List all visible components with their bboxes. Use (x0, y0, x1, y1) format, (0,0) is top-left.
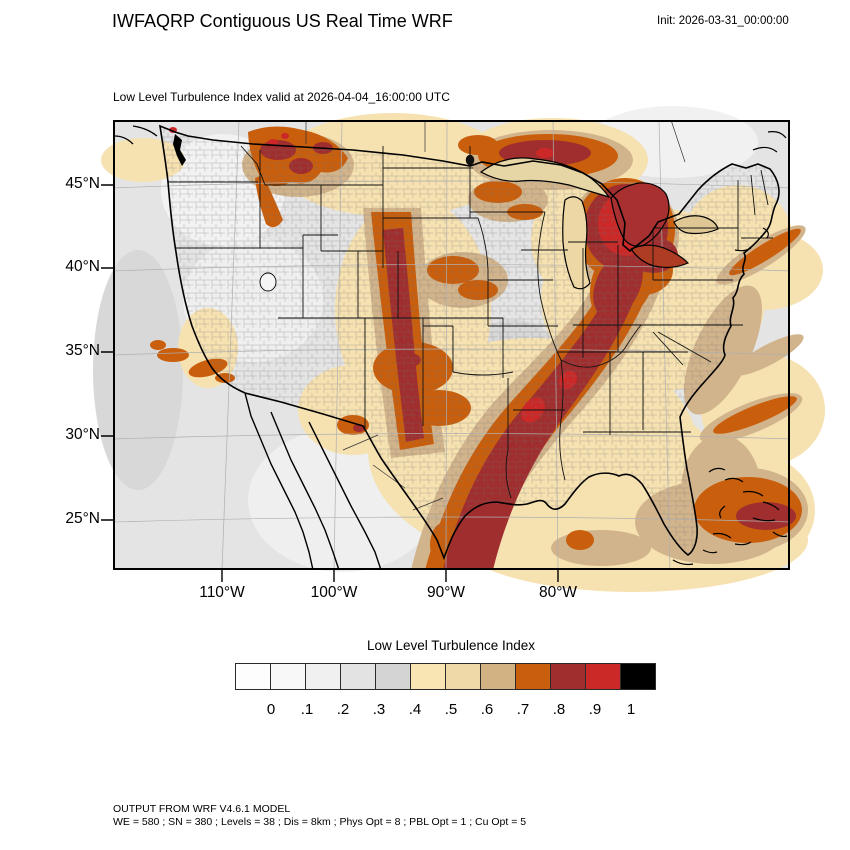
colorbar-tick-label: .9 (588, 701, 602, 718)
lat-tick-label: 45°N (65, 175, 100, 192)
init-timestamp: Init: 2026-03-31_00:00:00 (657, 15, 789, 27)
colorbar-swatches (235, 663, 656, 690)
colorbar-swatch (410, 663, 446, 690)
model-info-line1: OUTPUT FROM WRF V4.6.1 MODEL (113, 803, 291, 815)
colorbar-tick-label: .7 (516, 701, 530, 718)
colorbar-swatch (270, 663, 306, 690)
lat-tick-label: 25°N (65, 510, 100, 527)
colorbar-swatch (585, 663, 621, 690)
model-info: OUTPUT FROM WRF V4.6.1 MODEL WE = 580 ; … (113, 803, 526, 829)
lon-tick-label: 90°W (426, 584, 466, 601)
colorbar-tick-label: .1 (300, 701, 314, 718)
colorbar-swatch (305, 663, 341, 690)
map-frame (113, 120, 790, 570)
foreign-borders (305, 119, 686, 511)
coastal-details (114, 125, 788, 571)
colorbar-swatch (445, 663, 481, 690)
lon-tick-label: 100°W (310, 584, 358, 601)
colorbar-tick-labels: 0 .1 .2 .3 .4 .5 .6 .7 .8 .9 1 (235, 701, 667, 721)
colorbar-swatch (340, 663, 376, 690)
colorbar-tick-label: .2 (336, 701, 350, 718)
colorbar-swatch (235, 663, 271, 690)
lon-tick-label: 110°W (199, 584, 245, 601)
valid-time-label: Low Level Turbulence Index valid at 2026… (113, 90, 450, 104)
lat-tick-label: 40°N (65, 258, 100, 275)
colorbar-title: Low Level Turbulence Index (366, 638, 536, 653)
model-info-line2: WE = 580 ; SN = 380 ; Levels = 38 ; Dis … (113, 816, 527, 828)
colorbar-swatch (480, 663, 516, 690)
colorbar-swatch (375, 663, 411, 690)
colorbar-tick-label: 0 (266, 701, 276, 718)
lat-tick-label: 35°N (65, 342, 100, 359)
colorbar-tick-label: .8 (552, 701, 566, 718)
lon-tick-label: 80°W (538, 584, 578, 601)
colorbar-swatch (550, 663, 586, 690)
page-title: IWFAQRP Contiguous US Real Time WRF (112, 11, 453, 31)
colorbar-tick-label: .3 (372, 701, 386, 718)
colorbar-tick-label: .5 (444, 701, 458, 718)
turbulence-map (93, 106, 825, 592)
colorbar-tick-label: .6 (480, 701, 494, 718)
colorbar-tick-label: .4 (408, 701, 422, 718)
colorbar-swatch (515, 663, 551, 690)
colorbar-tick-label: 1 (626, 701, 636, 718)
state-borders (168, 145, 773, 499)
colorbar-swatch (620, 663, 656, 690)
axis-ticks (101, 184, 559, 582)
lat-tick-label: 30°N (65, 426, 100, 443)
